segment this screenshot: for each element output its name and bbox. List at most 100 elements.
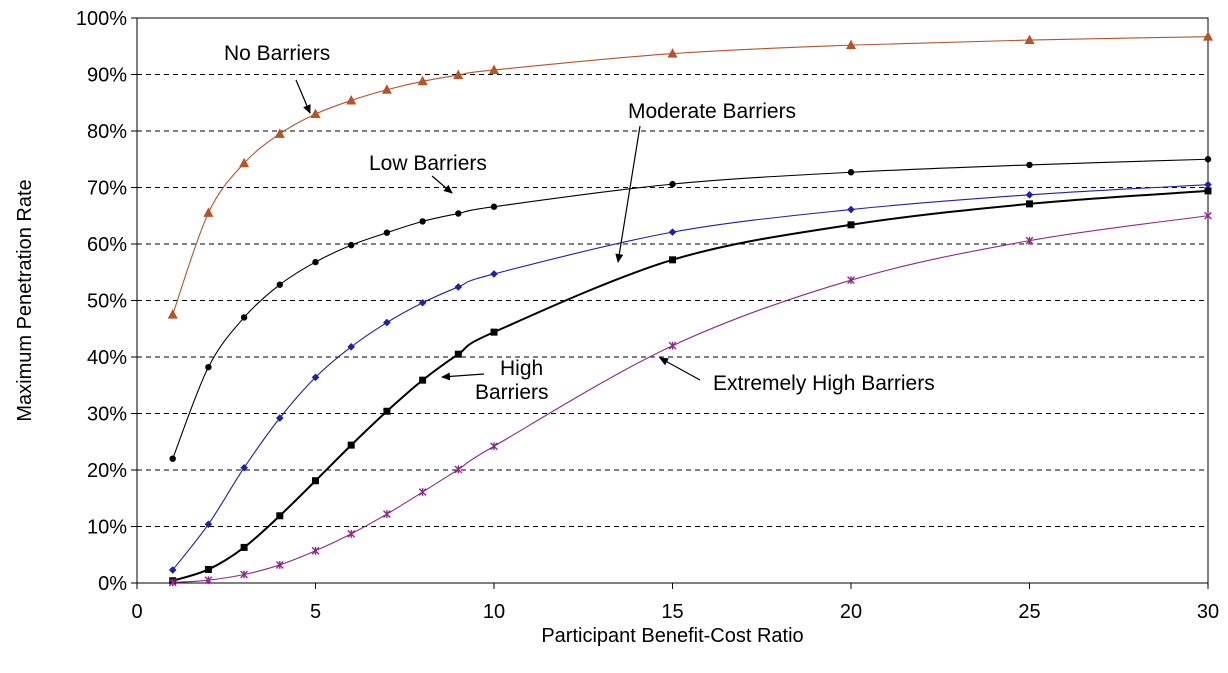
annotation-label-high: Barriers [475,381,549,404]
x-tick-label: 20 [840,601,862,623]
series-low [169,156,1212,462]
data-point-no [417,75,428,86]
y-tick-label: 60% [87,234,127,256]
annotation-extreme: Extremely High Barriers [659,357,935,395]
data-point-high [419,376,427,384]
data-point-moderate [490,270,498,278]
data-point-no [1203,31,1213,41]
data-point-moderate [1204,180,1212,189]
data-point-low [348,241,355,249]
data-point-extreme [347,529,356,538]
data-point-high [383,407,391,415]
annotation-arrow-low [431,175,453,194]
data-point-no [453,69,464,80]
series-line-no [172,36,1209,315]
data-point-low [490,203,498,210]
data-point-extreme [847,276,855,285]
annotation-label-low: Low Barriers [369,152,487,175]
data-point-low [205,363,212,371]
data-point-no [667,48,678,58]
data-point-low [276,281,283,288]
data-point-moderate [418,298,427,307]
y-tick-label: 100% [76,8,127,30]
data-point-moderate [311,373,320,382]
x-axis-ticks: 0 5 10 15 20 25 30 [131,583,1219,623]
annotation-no: No Barriers [224,42,330,114]
data-point-no [167,309,178,319]
series-no [167,31,1213,319]
annotation-label-moderate: Moderate Barriers [628,100,796,123]
data-point-moderate [454,283,463,291]
x-tick-label: 5 [310,601,321,623]
data-point-moderate [1025,191,1034,199]
y-tick-label: 30% [87,404,127,426]
data-point-extreme [490,442,498,451]
annotation-label-extreme: Extremely High Barriers [713,372,935,395]
data-point-moderate [276,414,284,422]
y-axis-ticks: 0% 10% 20% 30% 40% 50% 60% 70% 80% 90% 100% [76,8,137,595]
y-tick-label: 20% [87,460,127,482]
annotation-arrow-high [441,372,485,381]
series-extreme [168,211,1212,587]
data-point-high [847,221,855,229]
x-axis-title: Participant Benefit-Cost Ratio [541,625,803,647]
data-point-no [846,39,856,50]
annotation-moderate: Moderate Barriers [615,100,796,263]
y-tick-label: 40% [87,347,127,369]
data-point-high [204,565,212,573]
data-point-moderate [168,566,177,574]
data-point-extreme [418,488,427,496]
data-point-moderate [204,520,213,529]
data-point-low [419,218,426,225]
data-point-extreme [454,465,463,474]
data-point-extreme [240,570,248,579]
annotation-low: Low Barriers [369,152,487,194]
data-point-moderate [668,228,677,236]
y-tick-label: 70% [87,178,127,200]
annotations-group: No Barriers Low Barriers Moderate Barriers… [224,42,935,404]
data-point-high [312,477,319,485]
series-high [169,187,1212,585]
data-point-no [381,84,392,94]
data-point-extreme [204,576,213,585]
data-point-low [847,169,855,176]
data-point-low [383,229,391,236]
data-point-extreme [275,561,284,569]
data-point-extreme [668,341,677,350]
data-point-high [347,441,355,449]
annotation-label-no: No Barriers [224,42,330,65]
y-tick-label: 50% [87,291,127,313]
data-point-low [240,314,248,321]
series-moderate [168,180,1212,574]
x-tick-label: 25 [1018,601,1040,623]
series-line-high [172,189,1209,582]
data-point-no [203,207,214,217]
x-tick-label: 0 [131,601,142,623]
data-point-low [455,210,462,217]
data-point-low [1026,161,1033,169]
data-point-high [454,350,462,358]
data-point-extreme [1204,211,1212,220]
annotation-label-high: High [500,357,543,380]
data-point-no [274,128,285,138]
data-point-no [489,64,499,74]
y-tick-label: 90% [87,65,127,87]
annotation-arrow-moderate [615,125,641,263]
series-line-low [172,158,1209,459]
data-point-moderate [240,463,248,472]
data-point-moderate [347,343,355,351]
y-axis-title: Maximum Penetration Rate [14,179,36,421]
data-point-moderate [383,318,391,327]
data-point-high [240,543,248,551]
series-line-extreme [172,215,1209,583]
data-point-no [346,94,357,105]
data-point-extreme [168,578,177,587]
y-tick-label: 10% [87,517,127,539]
annotation-arrow-extreme [659,357,701,381]
data-point-extreme [383,510,391,518]
data-point-extreme [1025,236,1034,245]
gridlines [137,74,1208,527]
data-point-high [490,328,498,336]
